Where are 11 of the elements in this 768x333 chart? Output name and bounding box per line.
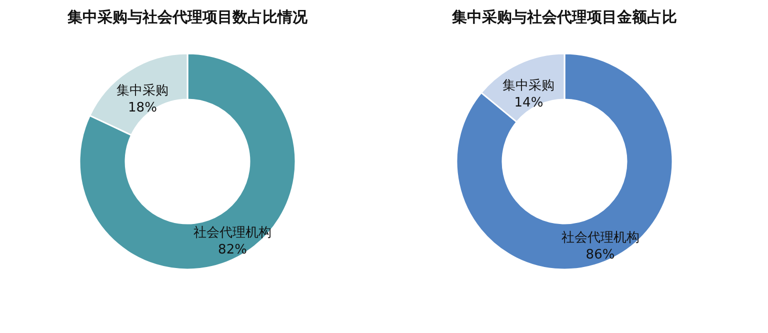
donut-slice	[456, 52, 674, 270]
chart-title: 集中采购与社会代理项目数占比情况	[66, 8, 308, 26]
slice-label: 社会代理机构	[561, 230, 640, 246]
data-label: 14%	[514, 95, 544, 110]
chart-title: 集中采购与社会代理项目金额占比	[451, 8, 677, 26]
slice-label: 集中采购	[116, 84, 168, 99]
slice-label: 集中采购	[502, 78, 555, 94]
data-label: 18%	[128, 100, 157, 116]
data-label: 86%	[586, 248, 615, 263]
data-label: 82%	[218, 242, 247, 258]
donut-slice	[78, 52, 296, 270]
